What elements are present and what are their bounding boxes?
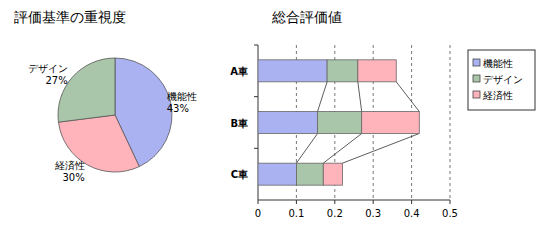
x-tick-label: 0.1 — [288, 208, 304, 219]
pie-value-label: 27% — [46, 75, 68, 86]
pie-label: デザイン — [28, 63, 68, 74]
bar-segment — [318, 112, 362, 134]
bar-segment — [362, 112, 420, 134]
bar-segment — [258, 112, 318, 134]
x-axis — [258, 200, 450, 201]
x-tick — [411, 200, 412, 204]
x-tick-label: 0.5 — [442, 208, 458, 219]
legend-label: デザイン — [483, 74, 523, 85]
legend-label: 機能性 — [483, 58, 513, 69]
chart-root: 評価基準の重視度機能性43%経済性30%デザイン27%総合評価値00.10.20… — [0, 0, 540, 231]
legend-swatch — [473, 75, 480, 82]
category-label: B車 — [230, 118, 248, 129]
legend-swatch — [473, 59, 480, 66]
bar-segment — [258, 60, 327, 82]
bar-segment — [323, 163, 342, 185]
bars — [258, 60, 419, 185]
bar-segment — [258, 163, 296, 185]
x-tick-label: 0.4 — [404, 208, 420, 219]
x-tick-label: 0 — [255, 208, 261, 219]
x-tick — [373, 200, 374, 204]
x-tick — [258, 200, 259, 204]
pie-value-label: 30% — [62, 172, 84, 183]
legend-box — [468, 50, 535, 110]
bar-title: 総合評価値 — [271, 9, 342, 25]
connector-line — [318, 82, 328, 112]
pie-title: 評価基準の重視度 — [14, 9, 126, 25]
category-label: C車 — [231, 169, 248, 180]
grid-line — [450, 45, 451, 200]
connector-line — [396, 82, 419, 112]
category-label: A車 — [230, 66, 248, 77]
connector-line — [296, 134, 317, 164]
bar-segment — [296, 163, 323, 185]
y-tick — [254, 96, 258, 97]
pie-value-label: 43% — [167, 103, 189, 114]
pie-label: 経済性 — [54, 160, 85, 171]
x-tick — [450, 200, 451, 204]
legend-label: 経済性 — [482, 90, 513, 101]
x-tick-label: 0.2 — [327, 208, 343, 219]
bar-segment — [358, 60, 396, 82]
connector-line — [323, 134, 361, 164]
pie-slices — [58, 58, 172, 172]
x-tick-label: 0.3 — [365, 208, 381, 219]
connector-line — [342, 134, 419, 164]
x-tick — [296, 200, 297, 204]
y-tick — [254, 45, 258, 46]
pie-label: 機能性 — [167, 91, 197, 102]
x-tick — [334, 200, 335, 204]
y-tick — [254, 148, 258, 149]
legend-swatch — [473, 91, 480, 98]
connector-line — [358, 82, 362, 112]
bar-segment — [327, 60, 358, 82]
